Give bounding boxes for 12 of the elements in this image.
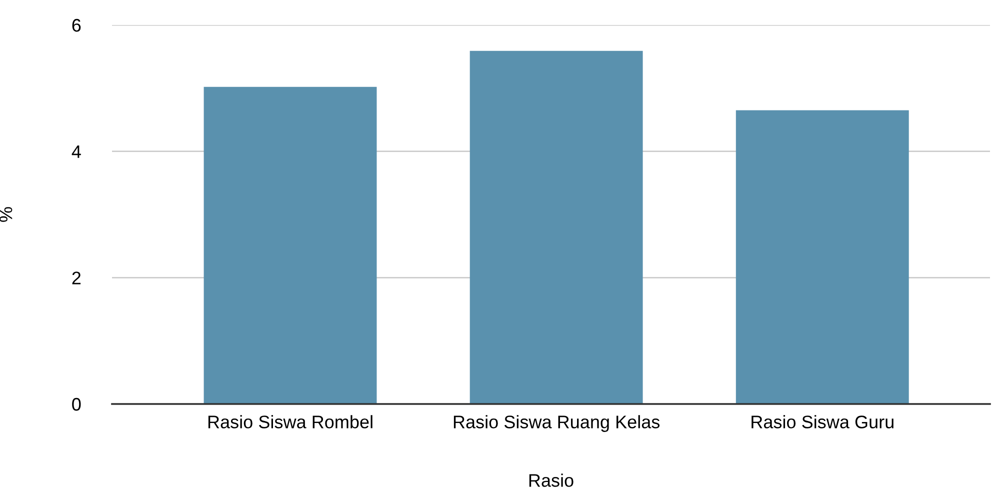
y-tick-label: 4 xyxy=(72,145,81,158)
y-tick-label: 0 xyxy=(72,398,81,411)
x-axis-title: Rasio xyxy=(529,474,574,487)
bar xyxy=(736,110,909,404)
x-tick-label: Rasio Siswa Ruang Kelas xyxy=(454,415,660,432)
y-tick-label: 6 xyxy=(72,18,81,32)
y-axis-title: % xyxy=(0,207,12,222)
y-tick-label: 2 xyxy=(72,272,81,284)
bar xyxy=(470,50,643,404)
bar xyxy=(204,86,377,404)
x-tick-label: Rasio Siswa Rombel xyxy=(208,415,372,428)
x-tick-label: Rasio Siswa Guru xyxy=(752,415,894,428)
